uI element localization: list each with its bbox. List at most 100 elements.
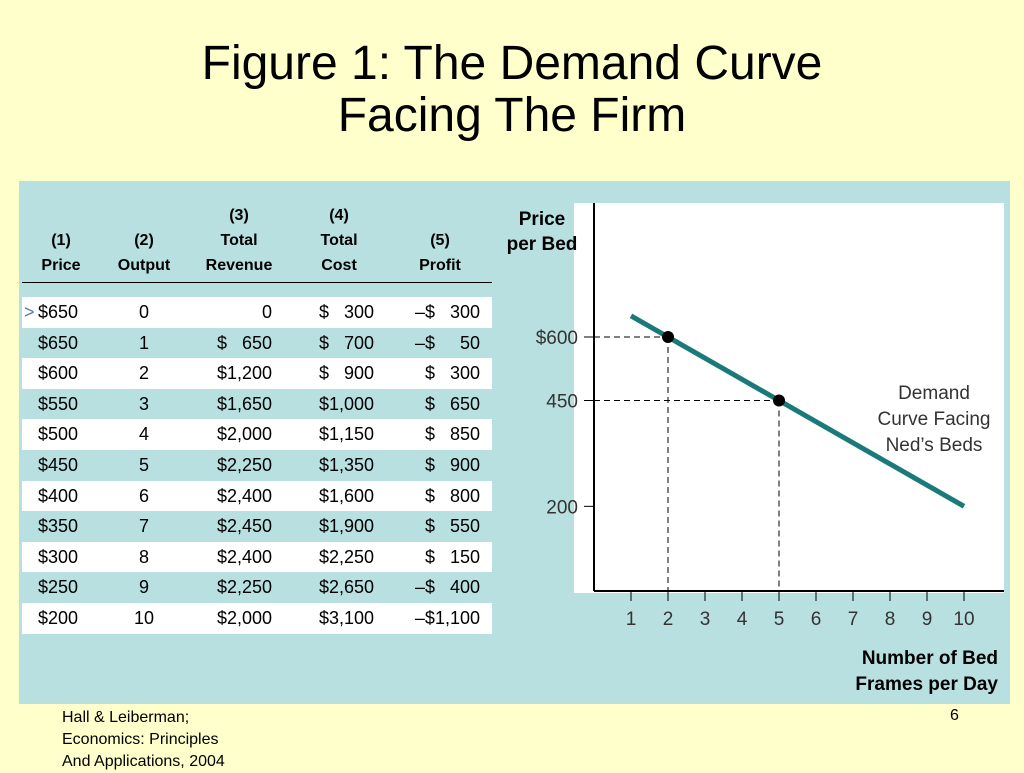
cell-profit: –$ 300 (414, 302, 480, 322)
cell-price: $600 (38, 363, 79, 384)
table-row: $300 8 $2,400 $2,250 $ 150 (22, 541, 492, 573)
title-line-1: Figure 1: The Demand Curve (201, 37, 823, 90)
cell-total-revenue: $2,450 (216, 516, 272, 537)
cell-total-revenue: $2,000 (216, 607, 272, 628)
footer-line-3: And Applications, 2004 (62, 753, 225, 770)
cell-price: $550 (38, 393, 79, 414)
table-row: $400 6 $2,400 $1,600 $ 800 (22, 480, 492, 512)
header-divider (22, 282, 492, 283)
cell-total-revenue: $1,650 (216, 393, 272, 414)
cell-profit: $ 550 (424, 516, 480, 537)
cell-output: 6 (138, 485, 149, 506)
page-number: 6 (950, 707, 959, 724)
footer-line-1: Hall & Leiberman; (62, 709, 190, 726)
header-total-revenue: (3) Total Revenue (205, 207, 273, 274)
x-tick-label: 9 (922, 609, 933, 630)
table-row: $500 4 $2,000 $1,150 $ 850 (22, 419, 492, 450)
cell-output: 2 (138, 363, 149, 384)
data-point (773, 394, 785, 407)
cell-output: 9 (138, 577, 149, 598)
cell-total-cost: $2,650 (318, 577, 374, 598)
slide-title: Figure 1: The Demand Curve Facing The Fi… (0, 38, 1024, 142)
cell-total-revenue: $2,250 (216, 454, 272, 475)
footer-line-2: Economics: Principles (62, 731, 219, 748)
demand-curve (629, 313, 966, 509)
x-tick-label: 4 (737, 609, 748, 630)
cell-price: $300 (38, 546, 79, 567)
cell-total-revenue: 0 (261, 302, 272, 322)
cell-total-revenue: $2,400 (216, 485, 272, 506)
cell-profit: –$ 400 (414, 577, 480, 598)
table-row: $650 0 0 $ 300 –$ 300 > (22, 297, 492, 328)
cell-total-cost: $1,600 (318, 485, 374, 506)
cell-output: 8 (138, 546, 149, 567)
x-tick-label: 3 (700, 609, 711, 630)
cell-price: $500 (38, 424, 79, 445)
demand-chart: 1 2 3 4 5 6 7 8 9 10 $600 450 200 Demand Curve Facing N… (507, 203, 1004, 695)
cell-output: 0 (138, 302, 149, 322)
curve-annotation: Demand (898, 383, 970, 404)
cell-price: $250 (38, 577, 79, 598)
title-line-2: Facing The Firm (337, 89, 687, 142)
cell-profit: –$ 50 (414, 332, 480, 353)
data-point (662, 331, 674, 343)
cell-output: 1 (138, 332, 149, 353)
y-tick-label: 200 (546, 497, 578, 518)
x-tick-label: 1 (626, 609, 637, 630)
x-tick-label: 10 (953, 609, 974, 630)
cell-total-cost: $1,150 (318, 424, 374, 445)
cell-profit: –$1,100 (414, 607, 480, 628)
cell-profit: $ 800 (424, 485, 480, 506)
table-row: $550 3 $1,650 $1,000 $ 650 (22, 389, 492, 420)
table-row: $600 2 $1,200 $ 900 $ 300 (22, 358, 492, 389)
cell-price: $400 (38, 485, 79, 506)
cell-profit: $ 900 (424, 454, 480, 475)
table-row: $200 10 $2,000 $3,100 –$1,100 (22, 602, 492, 634)
cell-output: 5 (138, 454, 149, 475)
y-axis-label: Price (519, 209, 565, 230)
table-row: $350 7 $2,450 $1,900 $ 550 (22, 511, 492, 542)
header-total-cost: (4) Total Cost (320, 207, 358, 274)
cell-profit: $ 650 (424, 393, 480, 414)
cell-output: 3 (138, 393, 149, 414)
table-row: $450 5 $2,250 $1,350 $ 900 (22, 450, 492, 481)
cell-total-revenue: $2,000 (216, 424, 272, 445)
chart-plot-area (574, 203, 1004, 593)
x-tick-label: 7 (848, 609, 859, 630)
cell-profit: $ 150 (424, 546, 480, 567)
curve-annotation: Curve Facing (878, 409, 991, 430)
x-tick-label: 2 (663, 609, 674, 630)
cell-total-cost: $ 700 (318, 332, 374, 353)
table-row: $250 9 $2,250 $2,650 –$ 400 (22, 572, 492, 603)
cell-output: 10 (133, 607, 155, 628)
cell-profit: $ 850 (424, 424, 480, 445)
cell-total-revenue: $ 650 (216, 332, 272, 353)
cell-total-cost: $ 900 (318, 363, 374, 384)
cell-total-cost: $1,000 (318, 393, 374, 414)
cell-total-cost: $3,100 (318, 607, 374, 628)
header-profit: (5) Profit (419, 232, 461, 274)
curve-annotation: Ned’s Beds (886, 435, 983, 456)
y-tick-label: 450 (546, 392, 578, 413)
cell-price: $450 (38, 454, 79, 475)
footer-citation: Hall & Leiberman; Economics: Principles … (62, 707, 225, 773)
y-axis-label: per Bed (507, 234, 578, 255)
cell-profit: $ 300 (424, 363, 480, 384)
cell-total-cost: $1,350 (318, 454, 374, 475)
row-marker: > (24, 302, 35, 322)
cell-total-revenue: $1,200 (216, 363, 272, 384)
figure-panel: (1) Price (2) Output (3) Total Revenue (4) To… (19, 181, 1010, 704)
cell-price: $200 (38, 607, 79, 628)
x-tick-label: 8 (885, 609, 896, 630)
x-axis-label: Frames per Day (855, 674, 998, 695)
header-price: (1) Price (41, 232, 81, 274)
x-axis-label: Number of Bed (862, 648, 998, 669)
cell-total-cost: $1,900 (318, 516, 374, 537)
header-output: (2) Output (117, 232, 171, 274)
cell-price: $650 (38, 302, 79, 322)
x-tick-label: 5 (774, 609, 785, 630)
y-tick-label: $600 (536, 328, 578, 349)
cell-total-revenue: $2,250 (216, 577, 272, 598)
table-header: (1) Price (2) Output (3) Total Revenue (4) To… (22, 196, 492, 278)
cell-total-cost: $ 300 (318, 302, 374, 322)
